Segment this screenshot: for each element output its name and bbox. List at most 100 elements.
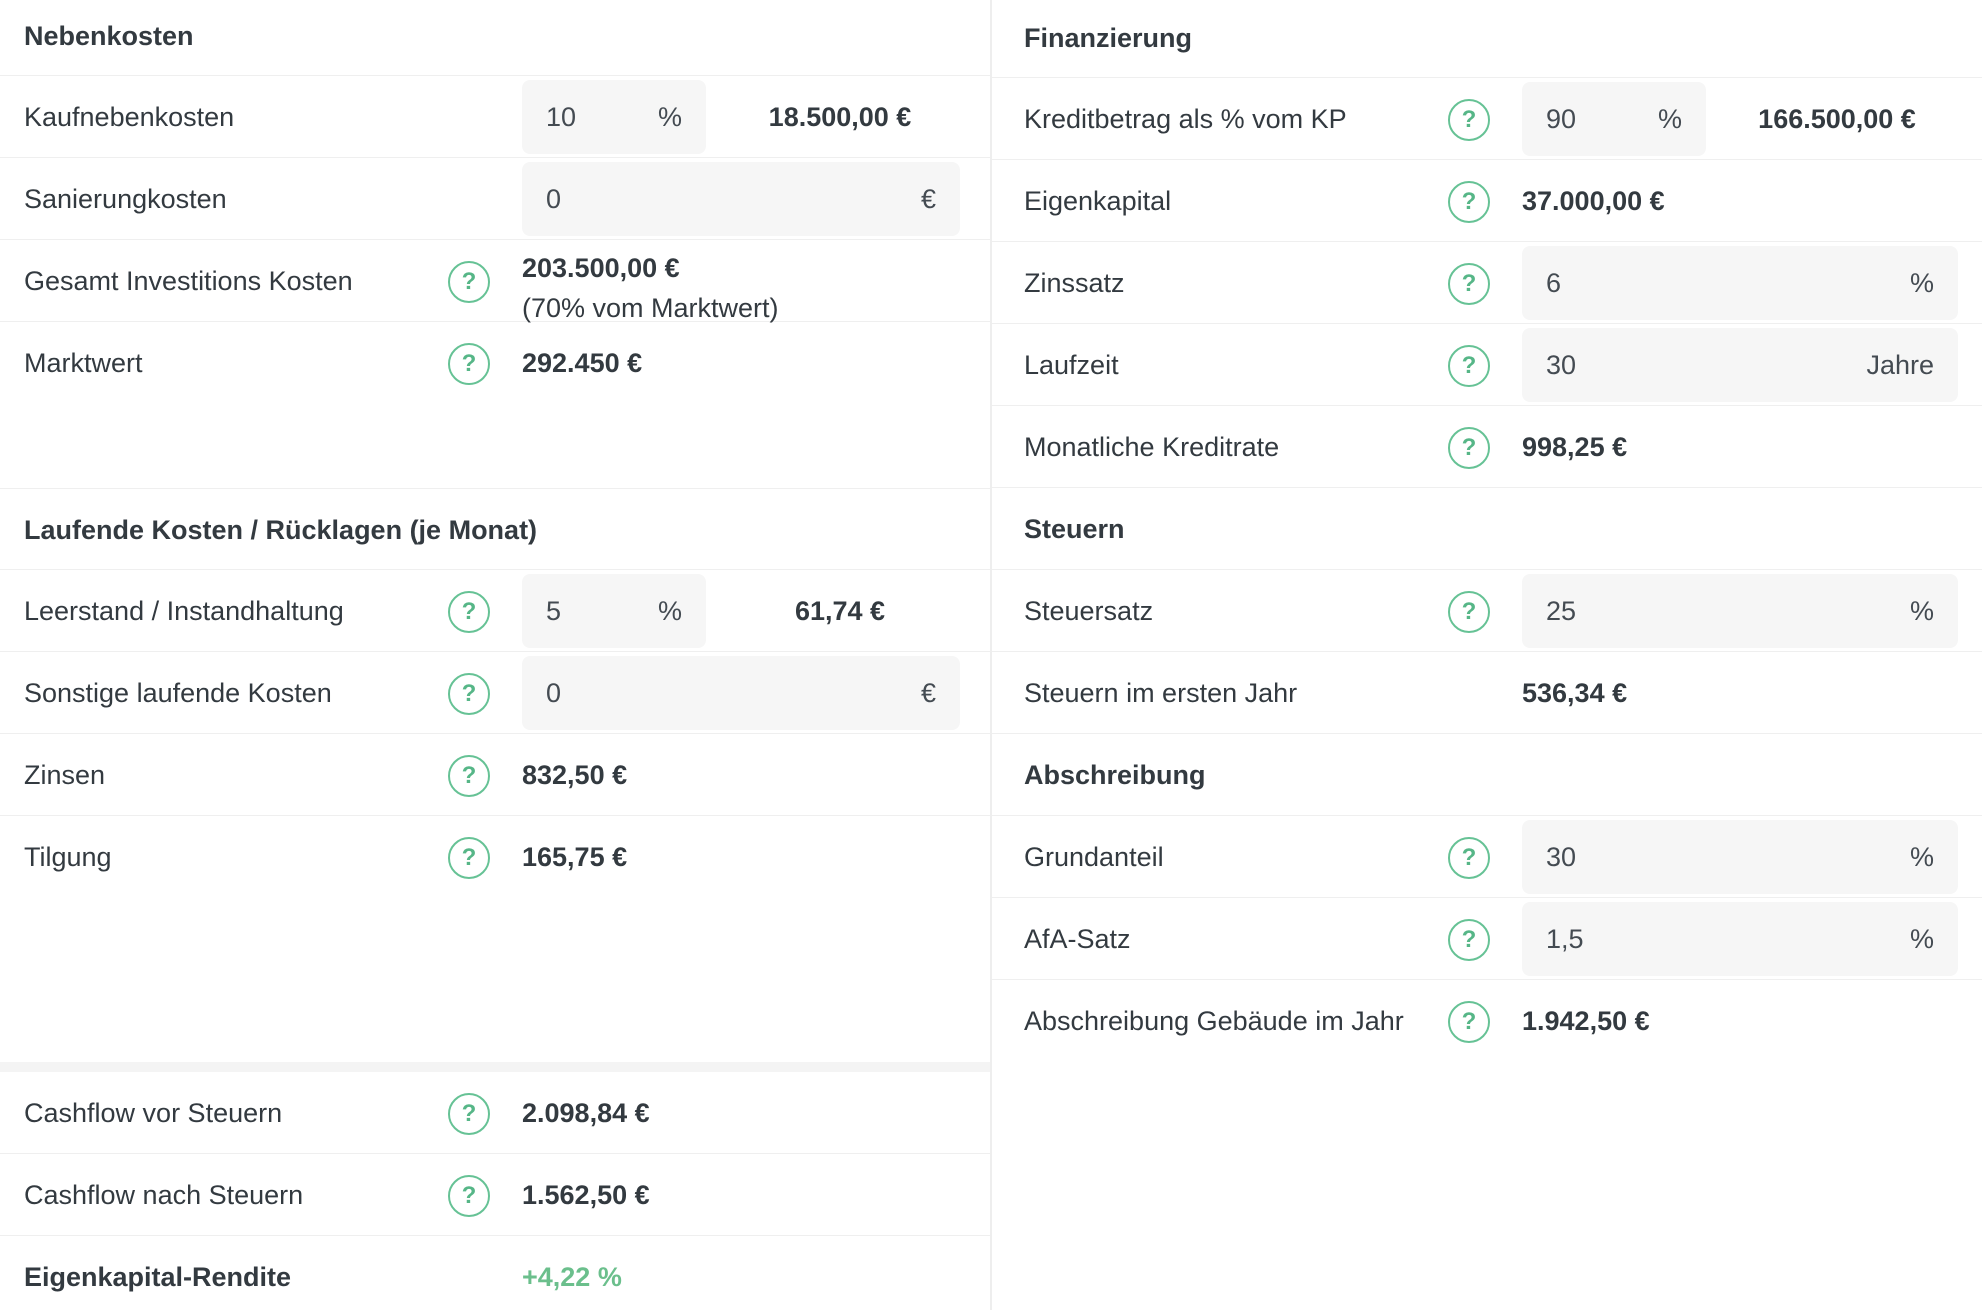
laufzeit-value: 30: [1546, 350, 1577, 380]
section-header-abschreibung: Abschreibung: [992, 734, 1982, 816]
sanierungkosten-unit: €: [920, 184, 936, 214]
help-icon[interactable]: ?: [1448, 591, 1490, 633]
help-icon[interactable]: ?: [448, 1093, 490, 1135]
afa-satz-value: 1,5: [1546, 924, 1584, 954]
label-eigenkapital: Eigenkapital: [1024, 186, 1172, 216]
row-monatliche-kreditrate: Monatliche Kreditrate ? 998,25 €: [992, 406, 1982, 488]
left-column: Nebenkosten Kaufnebenkosten 10 % 18.500,…: [0, 0, 990, 1310]
label-sonstige-kosten: Sonstige laufende Kosten: [24, 678, 332, 708]
help-icon[interactable]: ?: [1448, 427, 1490, 469]
label-zinssatz: Zinssatz: [1024, 268, 1125, 298]
leerstand-value: 5: [546, 596, 562, 626]
row-kreditbetrag: Kreditbetrag als % vom KP ? 90 % 166.500…: [992, 78, 1982, 160]
right-column: Finanzierung Kreditbetrag als % vom KP ?…: [990, 0, 1982, 1310]
help-icon[interactable]: ?: [1448, 837, 1490, 879]
summary-divider: [0, 1062, 990, 1072]
sanierungkosten-value: 0: [546, 184, 562, 214]
kaufnebenkosten-input[interactable]: 10 %: [522, 80, 706, 154]
help-icon[interactable]: ?: [1448, 263, 1490, 305]
row-abschreibung-gebaeude: Abschreibung Gebäude im Jahr ? 1.942,50 …: [992, 980, 1982, 1062]
cashflow-vor-steuern-amount: 2.098,84 €: [522, 1098, 650, 1128]
help-icon[interactable]: ?: [448, 591, 490, 633]
help-icon[interactable]: ?: [448, 261, 490, 303]
grundanteil-value: 30: [1546, 842, 1577, 872]
label-leerstand: Leerstand / Instandhaltung: [24, 596, 344, 626]
leerstand-unit: %: [657, 596, 682, 626]
kreditbetrag-value: 90: [1546, 104, 1577, 134]
sonstige-kosten-input[interactable]: 0 €: [522, 656, 960, 730]
row-steuern-erstes-jahr: Steuern im ersten Jahr 536,34 €: [992, 652, 1982, 734]
label-monatliche-kreditrate: Monatliche Kreditrate: [1024, 432, 1280, 462]
section-title-finanzierung: Finanzierung: [1024, 23, 1192, 53]
row-sanierungkosten: Sanierungkosten 0 €: [0, 158, 990, 240]
section-title-laufende-kosten: Laufende Kosten / Rücklagen (je Monat): [24, 515, 538, 545]
help-icon[interactable]: ?: [448, 673, 490, 715]
section-header-steuern: Steuern: [992, 488, 1982, 570]
help-icon[interactable]: ?: [1448, 345, 1490, 387]
label-steuern-erstes-jahr: Steuern im ersten Jahr: [1024, 678, 1298, 708]
gesamt-investitions-note: (70% vom Marktwert): [522, 293, 779, 323]
gesamt-investitions-value: 203.500,00 € (70% vom Marktwert): [522, 248, 779, 328]
zinssatz-input[interactable]: 6 %: [1522, 246, 1958, 320]
help-icon[interactable]: ?: [1448, 919, 1490, 961]
sonstige-kosten-value: 0: [546, 678, 562, 708]
label-grundanteil: Grundanteil: [1024, 842, 1164, 872]
grundanteil-unit: %: [1909, 842, 1934, 872]
help-icon[interactable]: ?: [1448, 1001, 1490, 1043]
help-icon[interactable]: ?: [448, 343, 490, 385]
section-title-steuern: Steuern: [1024, 514, 1125, 544]
zinsen-amount: 832,50 €: [522, 760, 628, 790]
sonstige-kosten-unit: €: [920, 678, 936, 708]
marktwert-amount: 292.450 €: [522, 348, 643, 378]
label-cashflow-nach-steuern: Cashflow nach Steuern: [24, 1180, 304, 1210]
cashflow-nach-steuern-amount: 1.562,50 €: [522, 1180, 650, 1210]
steuern-erstes-jahr-amount: 536,34 €: [1522, 678, 1628, 708]
row-steuersatz: Steuersatz ? 25 %: [992, 570, 1982, 652]
kaufnebenkosten-unit: %: [657, 102, 682, 132]
row-afa-satz: AfA-Satz ? 1,5 %: [992, 898, 1982, 980]
leerstand-input[interactable]: 5 %: [522, 574, 706, 648]
row-eigenkapital: Eigenkapital ? 37.000,00 €: [992, 160, 1982, 242]
label-zinsen: Zinsen: [24, 760, 106, 790]
help-icon[interactable]: ?: [448, 837, 490, 879]
row-cashflow-nach-steuern: Cashflow nach Steuern ? 1.562,50 €: [0, 1154, 990, 1236]
steuersatz-value: 25: [1546, 596, 1577, 626]
row-kaufnebenkosten: Kaufnebenkosten 10 % 18.500,00 €: [0, 76, 990, 158]
help-icon[interactable]: ?: [448, 755, 490, 797]
steuersatz-input[interactable]: 25 %: [1522, 574, 1958, 648]
leerstand-amount: 61,74 €: [794, 596, 886, 626]
row-sonstige-kosten: Sonstige laufende Kosten ? 0 €: [0, 652, 990, 734]
sanierungkosten-input[interactable]: 0 €: [522, 162, 960, 236]
zinssatz-unit: %: [1909, 268, 1934, 298]
abschreibung-gebaeude-amount: 1.942,50 €: [1522, 1006, 1650, 1036]
gesamt-investitions-amount: 203.500,00 €: [522, 253, 680, 283]
row-laufzeit: Laufzeit ? 30 Jahre: [992, 324, 1982, 406]
section-title-abschreibung: Abschreibung: [1024, 760, 1206, 790]
help-icon[interactable]: ?: [448, 1175, 490, 1217]
afa-satz-input[interactable]: 1,5 %: [1522, 902, 1958, 976]
tilgung-amount: 165,75 €: [522, 842, 628, 872]
row-zinsen: Zinsen ? 832,50 €: [0, 734, 990, 816]
grundanteil-input[interactable]: 30 %: [1522, 820, 1958, 894]
help-icon[interactable]: ?: [1448, 99, 1490, 141]
section-header-laufende-kosten: Laufende Kosten / Rücklagen (je Monat): [0, 488, 990, 570]
section-header-nebenkosten: Nebenkosten: [0, 0, 990, 76]
help-icon[interactable]: ?: [1448, 181, 1490, 223]
label-kreditbetrag: Kreditbetrag als % vom KP: [1024, 104, 1347, 134]
row-zinssatz: Zinssatz ? 6 %: [992, 242, 1982, 324]
label-gesamt-investitions-kosten: Gesamt Investitions Kosten: [24, 266, 353, 296]
afa-satz-unit: %: [1909, 924, 1934, 954]
kaufnebenkosten-value: 10: [546, 102, 577, 132]
label-cashflow-vor-steuern: Cashflow vor Steuern: [24, 1098, 283, 1128]
kaufnebenkosten-amount: 18.500,00 €: [768, 102, 912, 132]
label-sanierungkosten: Sanierungkosten: [24, 184, 227, 214]
kreditbetrag-unit: %: [1657, 104, 1682, 134]
section-header-finanzierung: Finanzierung: [992, 0, 1982, 78]
kreditbetrag-input[interactable]: 90 %: [1522, 82, 1706, 156]
zinssatz-value: 6: [1546, 268, 1562, 298]
row-eigenkapital-rendite: Eigenkapital-Rendite +4,22 %: [0, 1236, 990, 1310]
steuersatz-unit: %: [1909, 596, 1934, 626]
row-cashflow-vor-steuern: Cashflow vor Steuern ? 2.098,84 €: [0, 1072, 990, 1154]
laufzeit-input[interactable]: 30 Jahre: [1522, 328, 1958, 402]
label-afa-satz: AfA-Satz: [1024, 924, 1131, 954]
